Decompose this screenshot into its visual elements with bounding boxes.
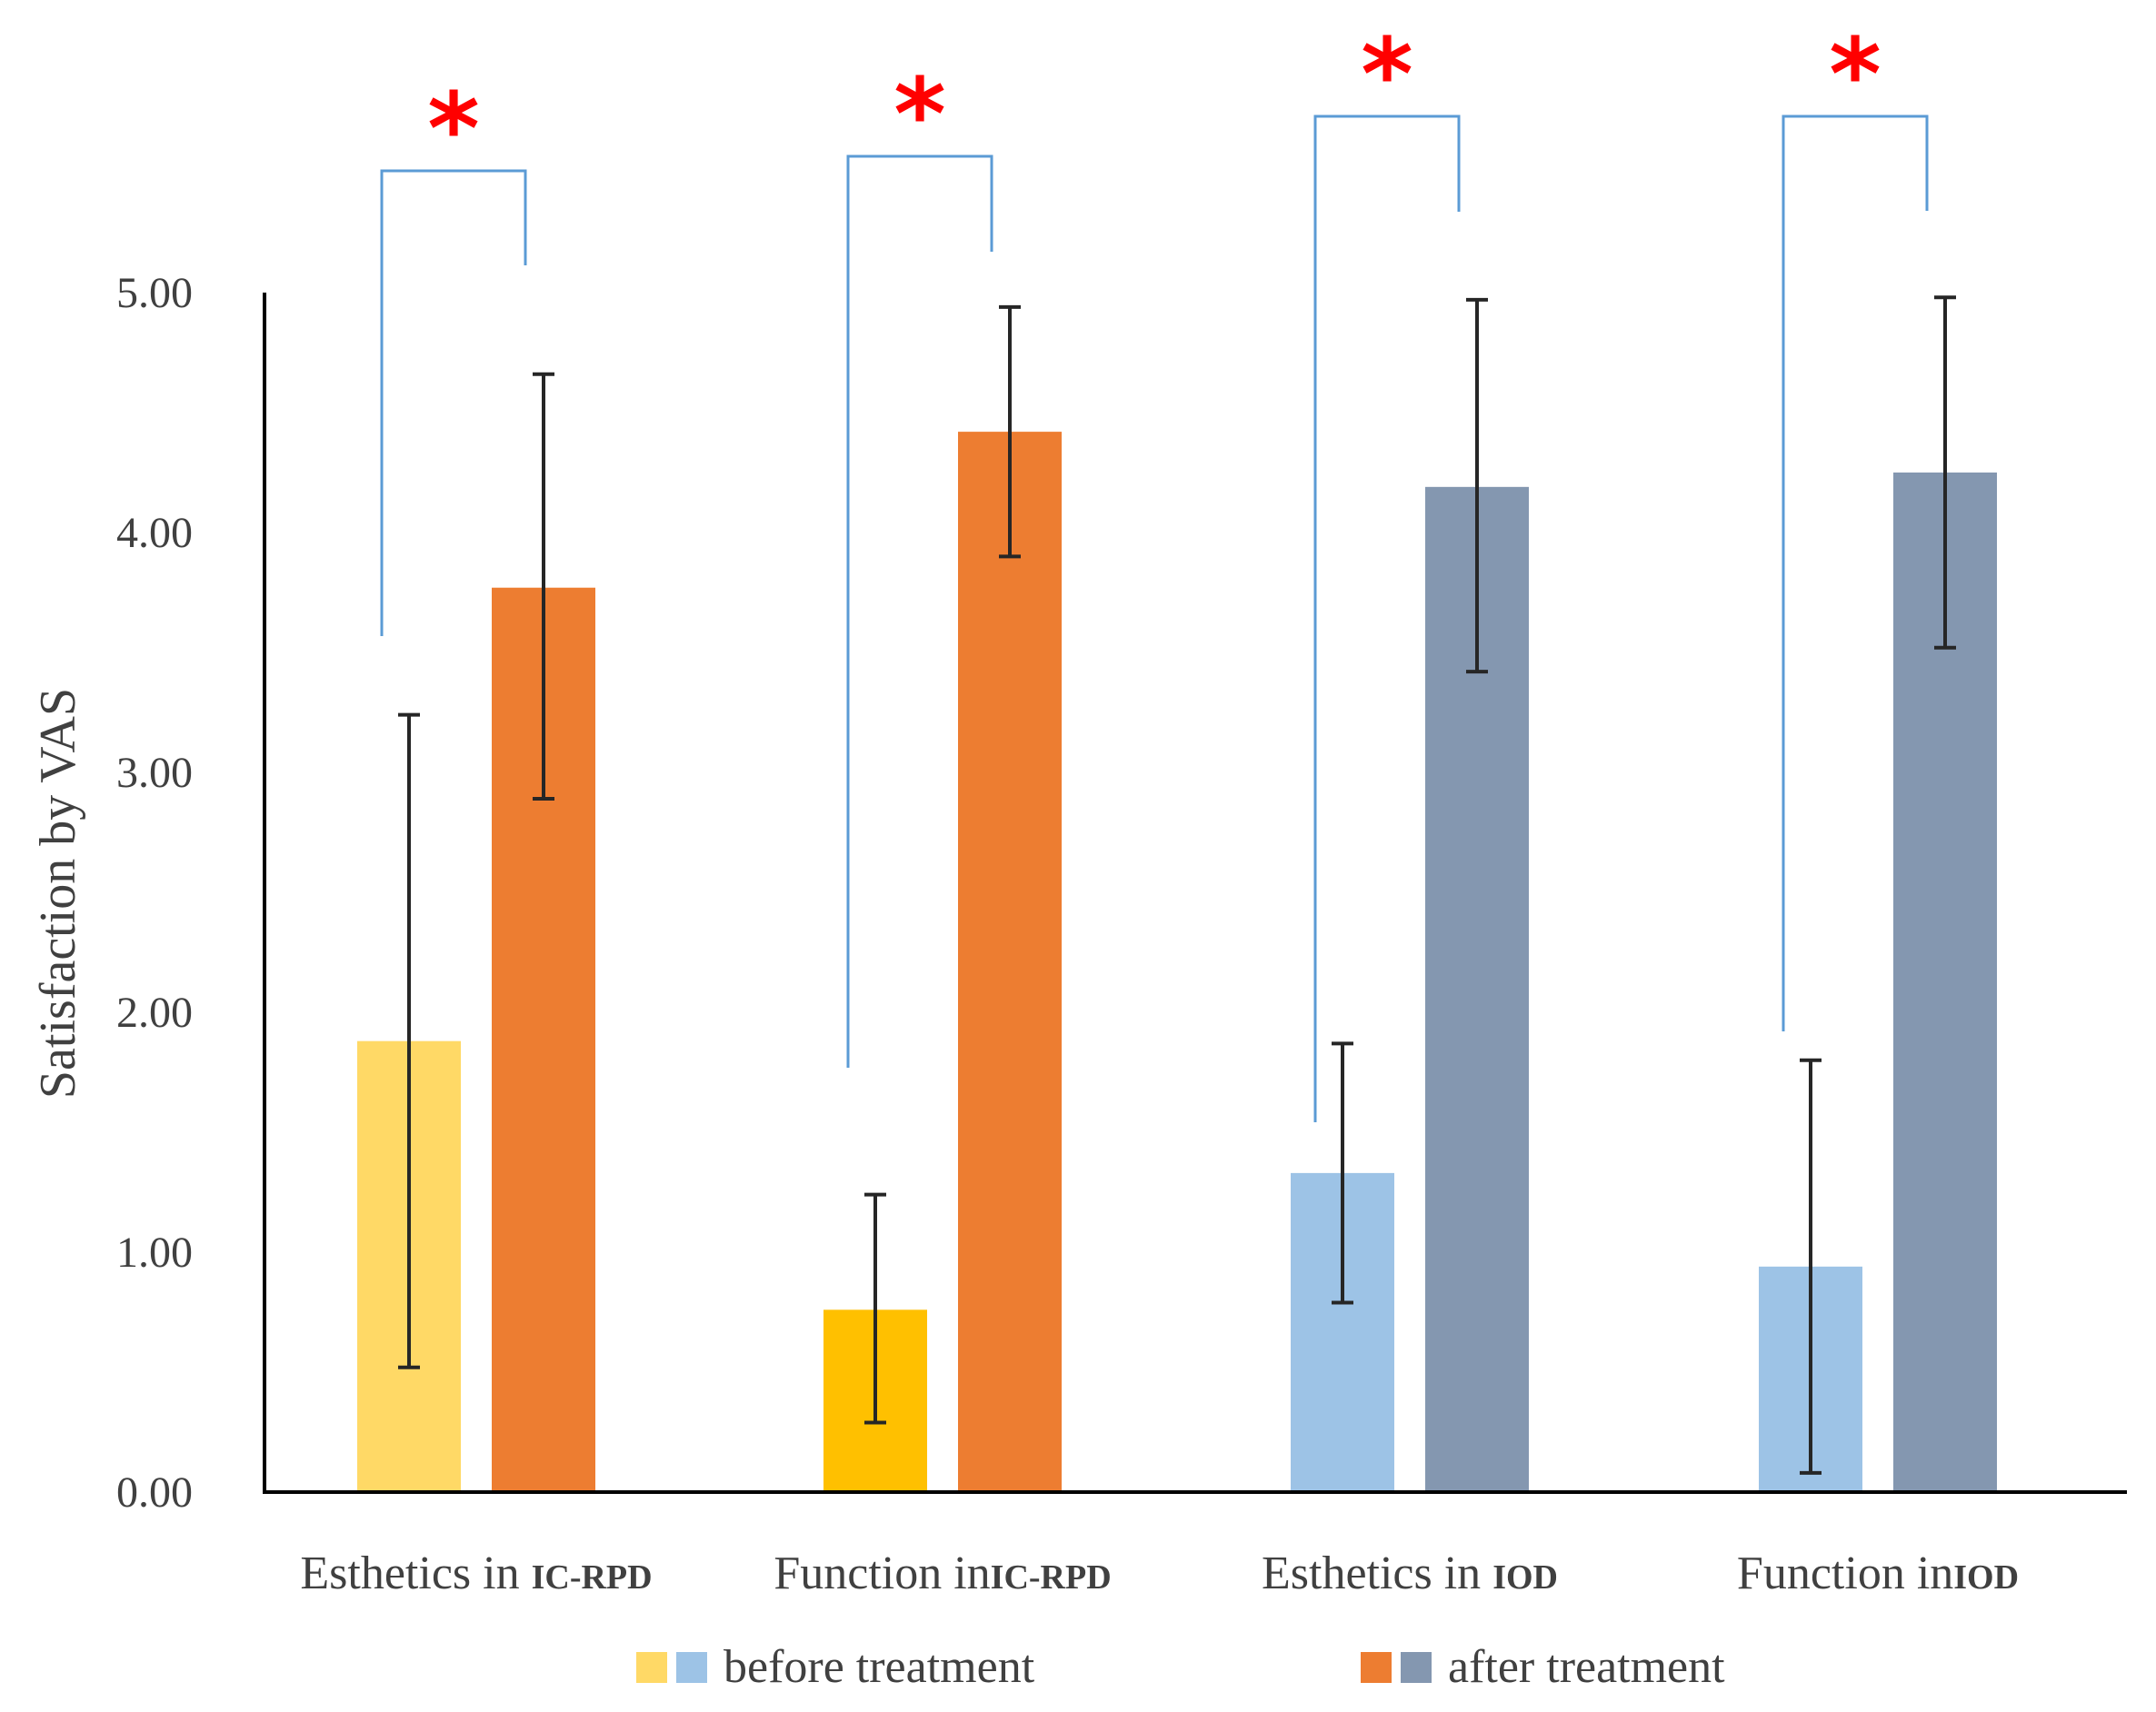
y-tick-label: 0.00 — [116, 1468, 193, 1517]
legend-swatch — [1361, 1652, 1392, 1683]
bracket-line — [380, 169, 527, 636]
legend-entry-after: after treatment — [1361, 1641, 1725, 1693]
category-main-text: Esthetics in — [300, 1548, 531, 1599]
significance-asterisk: * — [1829, 16, 1882, 133]
category-suffix-text: IOD — [1953, 1558, 2019, 1597]
significance-bracket-4: * — [1782, 16, 1929, 1031]
x-category-label: Esthetics in IOD — [1262, 1548, 1558, 1599]
bracket-line — [1782, 114, 1929, 1031]
significance-bracket-3: * — [1313, 16, 1461, 1122]
y-tick-label: 5.00 — [116, 269, 193, 317]
category-suffix-text: IOD — [1492, 1558, 1558, 1597]
error-bar-before-2 — [864, 1192, 886, 1425]
error-bars — [398, 295, 1956, 1475]
y-tick-label: 3.00 — [116, 749, 193, 797]
legend-label: before treatment — [724, 1641, 1035, 1693]
bars — [357, 432, 1997, 1492]
bar-after-2 — [958, 432, 1062, 1492]
error-bar-before-4 — [1800, 1058, 1822, 1475]
significance-brackets: * * * * — [380, 16, 1929, 1122]
error-bar-after-3 — [1466, 297, 1488, 674]
bracket-line — [1313, 114, 1461, 1122]
error-bar-after-4 — [1934, 295, 1956, 650]
y-tick-label: 2.00 — [116, 989, 193, 1037]
legend-label: after treatment — [1448, 1641, 1725, 1693]
y-tick-label: 4.00 — [116, 509, 193, 557]
x-category-label: Function inIOD — [1737, 1548, 2019, 1599]
category-suffix-text: IC-RPD — [532, 1558, 653, 1597]
legend: before treatment after treatment — [636, 1641, 1725, 1693]
legend-swatch — [636, 1652, 667, 1683]
x-category-label: Esthetics in IC-RPD — [300, 1548, 652, 1599]
category-main-text: Esthetics in — [1262, 1548, 1492, 1599]
significance-bracket-1: * — [380, 71, 527, 636]
significance-asterisk: * — [1361, 16, 1413, 133]
bracket-line — [846, 154, 993, 1068]
legend-swatch — [1401, 1652, 1432, 1683]
error-bar-after-2 — [999, 304, 1021, 559]
y-tick-labels: 0.00 1.00 2.00 3.00 4.00 5.00 — [116, 269, 193, 1517]
significance-asterisk: * — [427, 71, 480, 187]
category-main-text: Function in — [774, 1548, 990, 1599]
legend-entry-before: before treatment — [636, 1641, 1035, 1693]
category-main-text: Function in — [1737, 1548, 1953, 1599]
error-bar-before-3 — [1332, 1041, 1353, 1305]
legend-swatch — [676, 1652, 707, 1683]
category-suffix-text: IC-RPD — [991, 1558, 1112, 1597]
y-tick-label: 1.00 — [116, 1229, 193, 1277]
y-axis-label: Satisfaction by VAS — [30, 688, 86, 1099]
error-bar-before-1 — [398, 712, 420, 1369]
significance-asterisk: * — [893, 56, 946, 173]
x-category-label: Function inIC-RPD — [774, 1548, 1111, 1599]
error-bar-after-1 — [533, 372, 554, 801]
significance-bracket-2: * — [846, 56, 993, 1068]
x-category-labels: Esthetics in IC-RPD Function inIC-RPD Esth… — [300, 1548, 2019, 1599]
